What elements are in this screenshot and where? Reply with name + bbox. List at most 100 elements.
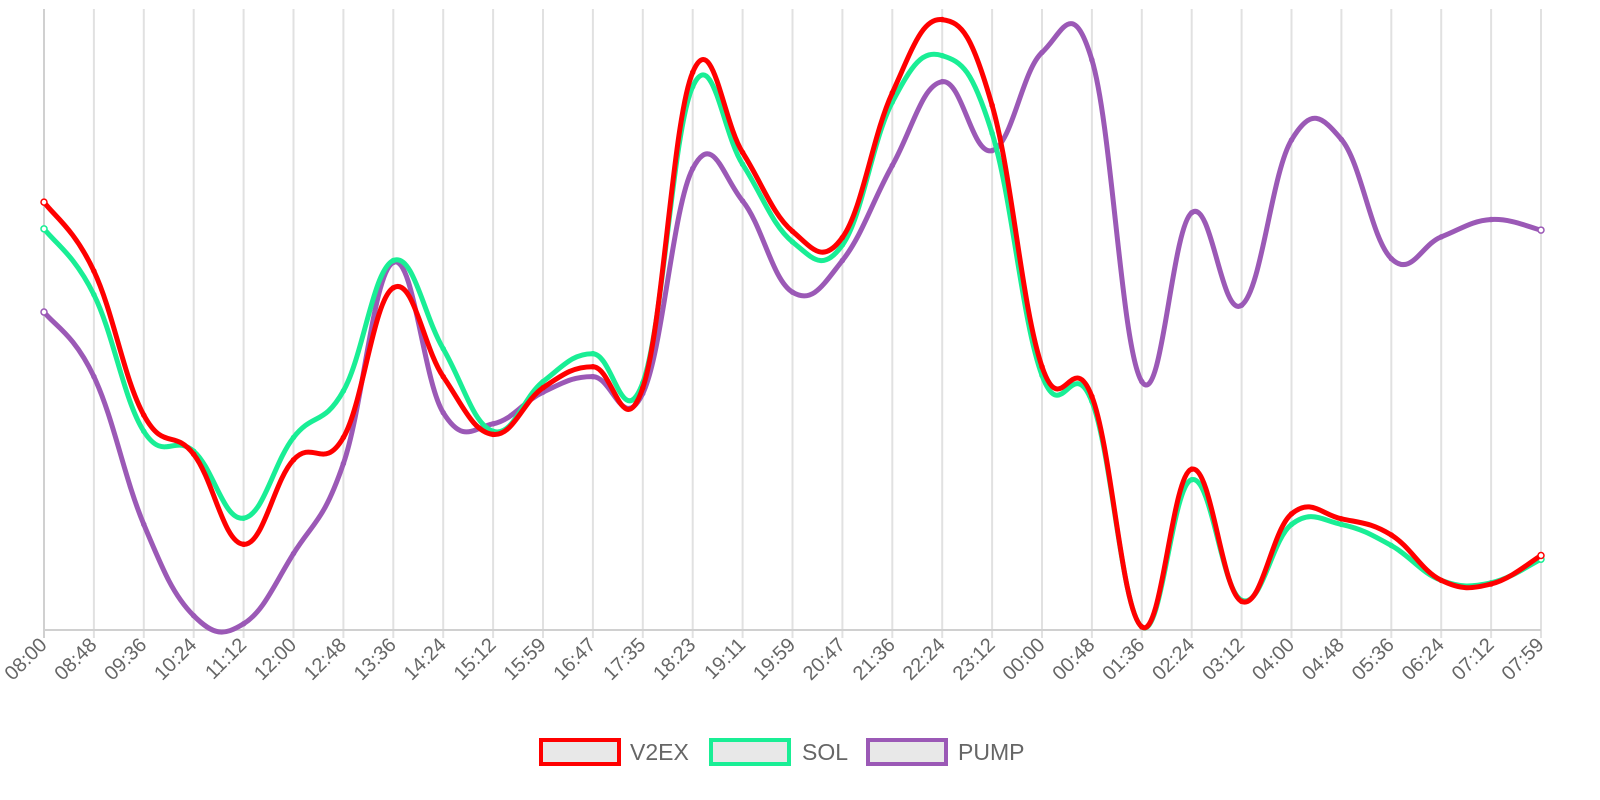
point-v2ex-17[interactable] xyxy=(889,90,896,96)
point-sol-2[interactable] xyxy=(141,428,147,435)
point-pump-5[interactable] xyxy=(290,550,297,557)
point-pump-22[interactable] xyxy=(1139,378,1145,385)
point-pump-18[interactable] xyxy=(939,78,945,85)
point-pump-20[interactable] xyxy=(1039,49,1045,56)
x-tick-label-26: 04:48 xyxy=(1298,634,1349,685)
point-v2ex-18[interactable] xyxy=(939,16,945,23)
x-tick-label-28: 06:24 xyxy=(1398,634,1449,685)
x-tick-label-8: 14:24 xyxy=(400,634,451,685)
point-pump-4[interactable] xyxy=(240,621,247,627)
point-sol-25[interactable] xyxy=(1288,521,1295,528)
point-v2ex-6[interactable] xyxy=(340,434,347,441)
x-tick-label-7: 13:36 xyxy=(350,634,401,685)
point-sol-15[interactable] xyxy=(789,239,796,245)
x-tick-label-1: 08:48 xyxy=(50,634,101,685)
x-tick-label-20: 00:00 xyxy=(999,634,1050,685)
point-pump-1[interactable] xyxy=(91,373,97,380)
point-pump-24[interactable] xyxy=(1238,302,1245,308)
point-v2ex-16[interactable] xyxy=(839,234,846,241)
point-v2ex-24[interactable] xyxy=(1238,598,1245,605)
x-tick-label-13: 18:23 xyxy=(649,634,700,685)
point-v2ex-12[interactable] xyxy=(640,385,646,391)
point-sol-11[interactable] xyxy=(590,350,596,357)
point-pump-27[interactable] xyxy=(1388,255,1395,262)
point-v2ex-2[interactable] xyxy=(141,412,147,418)
point-v2ex-19[interactable] xyxy=(989,102,995,109)
point-pump-19[interactable] xyxy=(989,147,995,154)
x-tick-label-4: 11:12 xyxy=(201,634,251,684)
point-sol-13[interactable] xyxy=(689,83,696,90)
point-pump-3[interactable] xyxy=(190,612,197,619)
point-v2ex-27[interactable] xyxy=(1388,532,1395,538)
point-pump-9[interactable] xyxy=(490,421,496,427)
grid xyxy=(43,9,1542,638)
legend-item-sol[interactable]: SOL xyxy=(709,738,848,766)
point-pump-11[interactable] xyxy=(590,373,596,380)
point-v2ex-13[interactable] xyxy=(689,69,696,76)
x-tick-label-21: 00:48 xyxy=(1048,634,1099,685)
point-v2ex-10[interactable] xyxy=(540,385,546,391)
legend-swatch-sol xyxy=(709,738,791,766)
point-v2ex-7[interactable] xyxy=(390,285,397,291)
point-pump-21[interactable] xyxy=(1089,57,1095,63)
x-tick-label-2: 09:36 xyxy=(100,634,151,685)
point-pump-16[interactable] xyxy=(839,257,846,264)
point-pump-25[interactable] xyxy=(1288,137,1295,143)
legend-item-pump[interactable]: PUMP xyxy=(866,738,1024,766)
point-pump-2[interactable] xyxy=(141,521,147,528)
point-pump-28[interactable] xyxy=(1438,234,1444,240)
point-v2ex-20[interactable] xyxy=(1039,363,1045,370)
point-sol-5[interactable] xyxy=(290,434,297,441)
point-v2ex-29[interactable] xyxy=(1488,581,1494,587)
point-pump-29[interactable] xyxy=(1488,216,1494,223)
point-pump-8[interactable] xyxy=(440,409,446,416)
point-v2ex-11[interactable] xyxy=(590,363,596,370)
point-v2ex-14[interactable] xyxy=(739,149,746,156)
point-sol-27[interactable] xyxy=(1388,542,1395,549)
point-pump-14[interactable] xyxy=(739,198,746,204)
point-pump-23[interactable] xyxy=(1188,209,1195,216)
legend-item-v2ex[interactable]: V2EX xyxy=(539,738,689,766)
point-sol-0[interactable] xyxy=(40,225,48,233)
point-sol-10[interactable] xyxy=(540,378,546,385)
point-pump-0[interactable] xyxy=(40,308,48,316)
point-v2ex-26[interactable] xyxy=(1338,516,1345,522)
x-tick-label-15: 19:59 xyxy=(749,634,800,685)
point-pump-17[interactable] xyxy=(889,162,896,169)
point-sol-26[interactable] xyxy=(1338,521,1345,528)
point-pump-26[interactable] xyxy=(1338,136,1345,143)
point-sol-19[interactable] xyxy=(989,130,995,136)
point-v2ex-3[interactable] xyxy=(190,451,197,458)
point-v2ex-28[interactable] xyxy=(1438,577,1444,584)
x-tick-label-25: 04:00 xyxy=(1248,634,1299,685)
point-sol-14[interactable] xyxy=(739,161,746,167)
point-v2ex-4[interactable] xyxy=(240,541,247,548)
point-v2ex-8[interactable] xyxy=(440,373,446,380)
x-tick-label-22: 01:36 xyxy=(1098,634,1149,685)
point-sol-6[interactable] xyxy=(340,388,347,394)
point-sol-23[interactable] xyxy=(1188,476,1195,483)
point-pump-15[interactable] xyxy=(789,289,796,295)
point-v2ex-21[interactable] xyxy=(1089,393,1095,400)
point-v2ex-22[interactable] xyxy=(1139,624,1145,630)
point-v2ex-30[interactable] xyxy=(1537,551,1545,560)
point-v2ex-25[interactable] xyxy=(1288,511,1295,517)
point-v2ex-23[interactable] xyxy=(1188,466,1195,472)
point-sol-16[interactable] xyxy=(839,242,846,248)
point-pump-6[interactable] xyxy=(340,460,347,467)
point-v2ex-15[interactable] xyxy=(789,228,796,235)
legend-swatch-pump xyxy=(866,738,948,766)
point-sol-7[interactable] xyxy=(390,257,397,264)
point-v2ex-0[interactable] xyxy=(40,198,48,206)
point-sol-4[interactable] xyxy=(240,515,247,521)
x-tick-label-16: 20:47 xyxy=(799,634,850,685)
point-sol-18[interactable] xyxy=(939,52,945,59)
point-sol-1[interactable] xyxy=(91,291,97,298)
point-v2ex-5[interactable] xyxy=(290,457,297,463)
point-v2ex-9[interactable] xyxy=(490,431,496,438)
point-pump-30[interactable] xyxy=(1537,226,1545,234)
point-pump-13[interactable] xyxy=(689,165,696,172)
point-sol-8[interactable] xyxy=(440,345,446,352)
point-v2ex-1[interactable] xyxy=(91,268,97,274)
